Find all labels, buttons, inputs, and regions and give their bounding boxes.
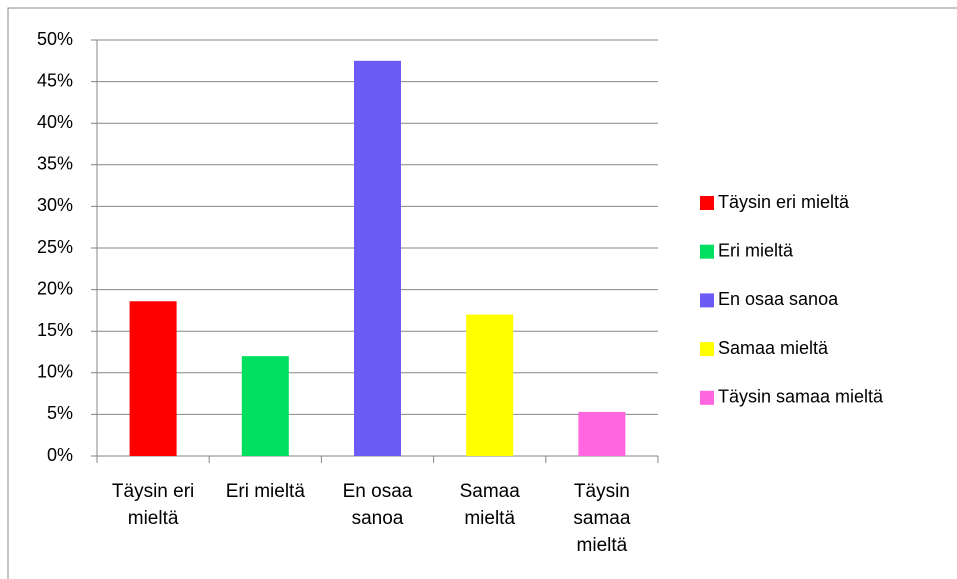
y-tick-label: 30% [37, 195, 73, 215]
bar [129, 301, 177, 456]
y-tick-label: 10% [37, 362, 73, 382]
y-tick-label: 5% [47, 403, 73, 423]
legend-label: Eri mieltä [718, 240, 794, 260]
bar [578, 411, 626, 456]
y-tick-label: 15% [37, 320, 73, 340]
x-tick-label: Täysin eri mieltä [111, 481, 195, 529]
legend-swatch [700, 196, 714, 210]
legend-swatch [700, 244, 714, 259]
legend-swatch [700, 390, 714, 405]
bar [354, 60, 401, 457]
y-tick-label: 20% [37, 278, 73, 298]
y-tick-label: 40% [37, 112, 73, 132]
x-tick-label: Samaa mieltä [459, 481, 520, 529]
legend-swatch [700, 293, 714, 308]
legend-label: Täysin eri mieltä [718, 192, 850, 212]
y-tick-label: 0% [47, 445, 73, 465]
y-tick-label: 45% [37, 70, 73, 90]
x-tick-label: En osaa sanoa [342, 481, 413, 529]
x-tick-label: Eri mieltä [225, 481, 305, 502]
legend-label: En osaa sanoa [718, 289, 839, 309]
x-tick-label: Täysin samaa mieltä [573, 481, 631, 556]
legend-label: Samaa mieltä [718, 338, 829, 358]
bar [466, 314, 514, 456]
y-tick-label: 50% [37, 29, 73, 49]
y-tick-label: 25% [37, 237, 73, 257]
chart-border [7, 7, 957, 579]
y-tick-label: 35% [37, 154, 73, 174]
legend-swatch [700, 342, 714, 357]
legend-label: Täysin samaa mieltä [718, 387, 884, 407]
bar [241, 356, 289, 456]
